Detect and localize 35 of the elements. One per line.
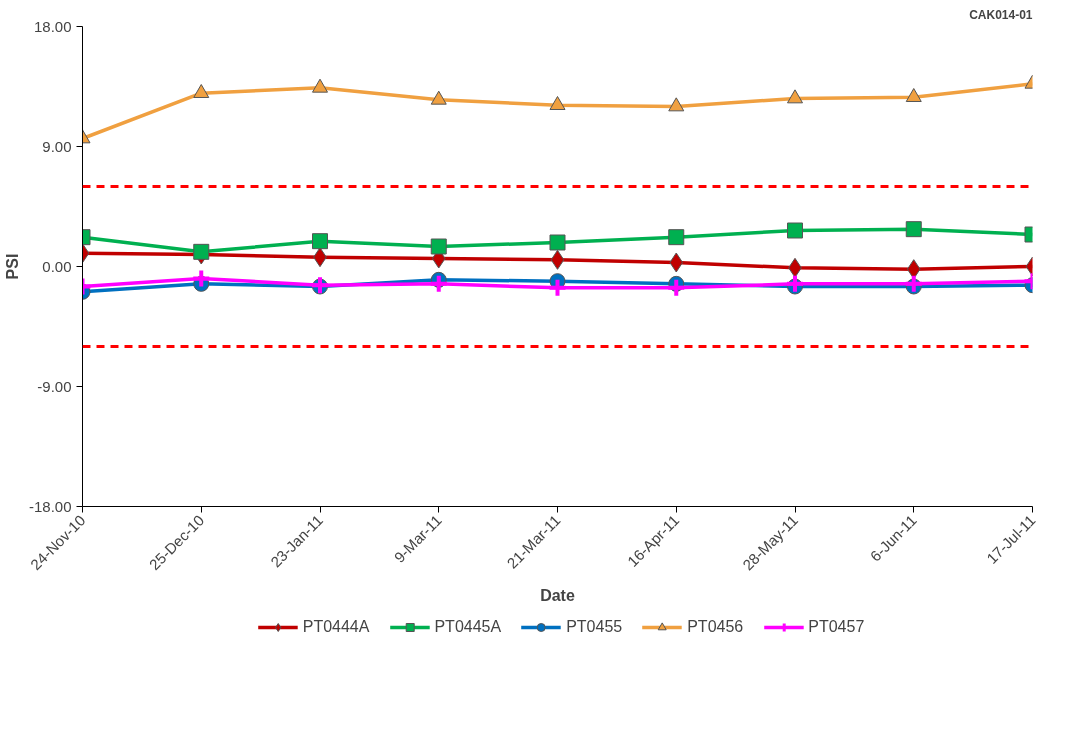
point xyxy=(785,273,805,294)
y-axis-title: PSI xyxy=(3,253,21,280)
point xyxy=(312,78,328,93)
point xyxy=(547,277,568,298)
y-tick-label: 0.00 xyxy=(42,257,72,275)
legend-label: PT0445A xyxy=(434,618,502,636)
legend-label: PT0455 xyxy=(566,618,623,636)
point xyxy=(191,268,212,289)
y-tick-label: -18.00 xyxy=(28,497,72,515)
point xyxy=(903,273,924,294)
text: CAK014-01 xyxy=(969,7,1033,22)
point xyxy=(668,229,685,246)
point xyxy=(549,234,566,251)
point xyxy=(905,88,922,102)
point xyxy=(666,277,687,298)
point xyxy=(669,252,684,273)
y-tick-label: -9.00 xyxy=(37,377,72,395)
point xyxy=(193,84,210,98)
point xyxy=(193,243,210,260)
point xyxy=(787,89,803,104)
y-tick-label: 9.00 xyxy=(42,137,72,155)
y-tick-label: 18.00 xyxy=(33,17,72,35)
legend-label: PT0457 xyxy=(808,618,865,636)
point xyxy=(428,273,449,294)
point xyxy=(905,221,922,238)
x-axis-title: Date xyxy=(540,587,575,605)
point xyxy=(430,238,447,255)
point xyxy=(549,96,566,110)
legend-label: PT0444A xyxy=(302,618,370,636)
point xyxy=(668,97,685,112)
point xyxy=(312,233,328,250)
point xyxy=(550,249,565,270)
legend-label: PT0456 xyxy=(687,618,744,636)
point xyxy=(430,90,447,105)
point xyxy=(787,222,803,239)
